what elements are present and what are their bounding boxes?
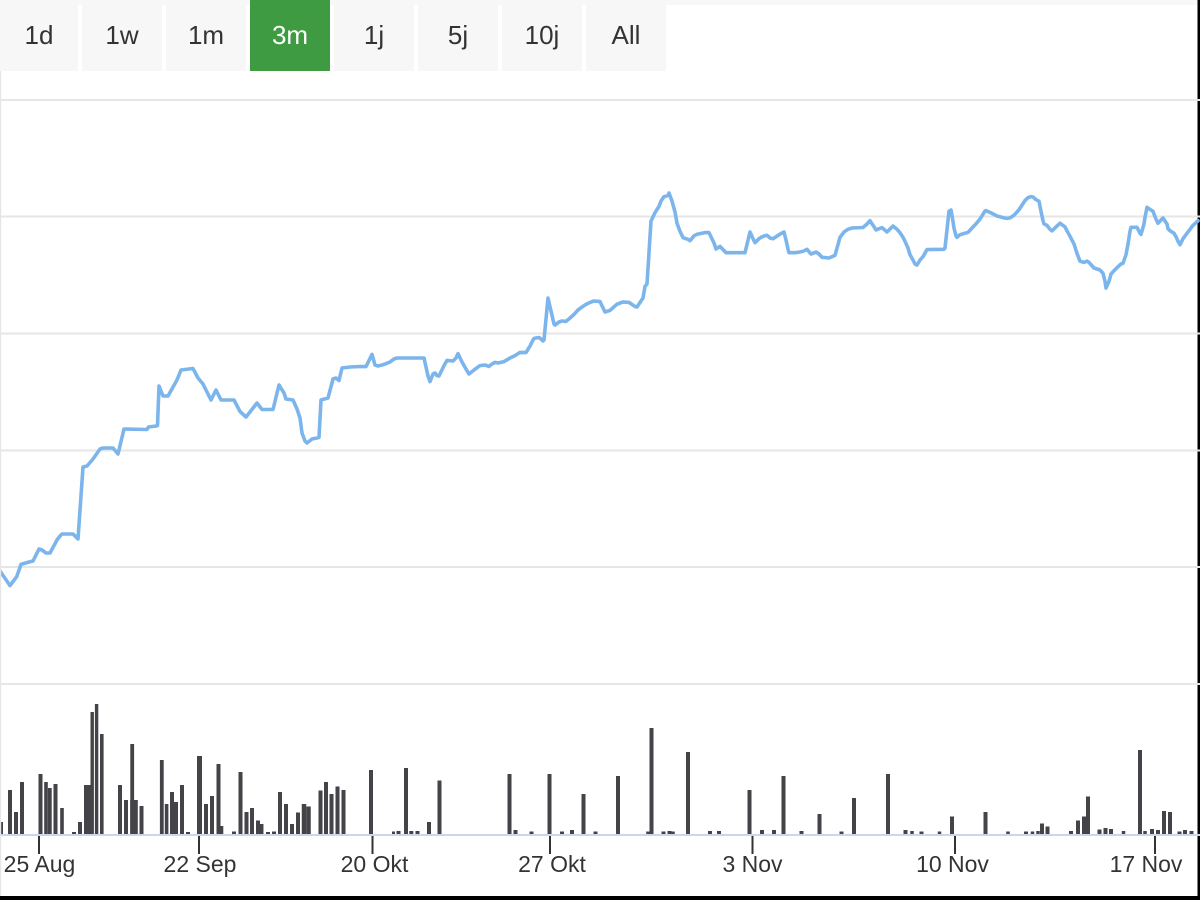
svg-text:20 Okt: 20 Okt — [341, 851, 409, 877]
svg-text:17 Nov: 17 Nov — [1110, 851, 1183, 877]
svg-text:27 Okt: 27 Okt — [518, 851, 586, 877]
svg-text:22 Sep: 22 Sep — [164, 851, 237, 877]
svg-text:3 Nov: 3 Nov — [722, 851, 783, 877]
svg-text:10 Nov: 10 Nov — [916, 851, 989, 877]
svg-text:25 Aug: 25 Aug — [4, 851, 76, 877]
